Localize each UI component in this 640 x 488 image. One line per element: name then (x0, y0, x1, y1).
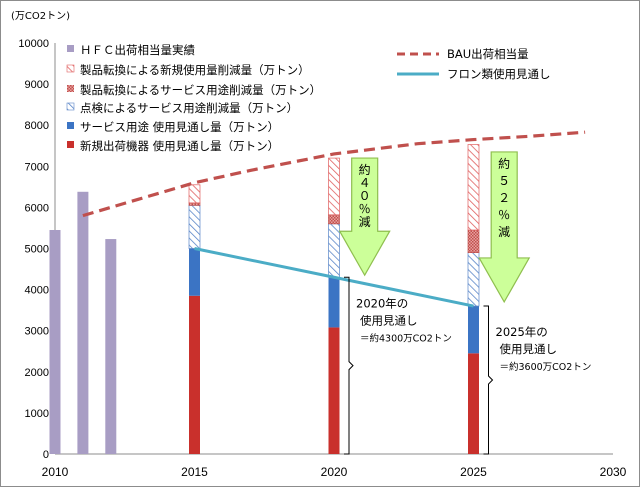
arrow-text-char: 約 (498, 156, 510, 171)
legend-label-hfc: ＨＦＣ出荷相当量実績 (80, 43, 195, 57)
legend-label-new-equipment: 新規出荷機器 使用見通し量（万トン） (80, 139, 279, 153)
bar-new_equipment-2015 (189, 295, 200, 454)
y-tick-label: 2000 (25, 367, 49, 379)
bar-inspection-2020 (328, 223, 340, 278)
brace-2020 (344, 276, 354, 455)
arrow-text-char: 約 (359, 162, 371, 177)
bar-service_use-2015 (189, 248, 200, 296)
bar-service_use-2020 (328, 277, 340, 328)
bar-hfc-2012 (105, 239, 117, 454)
bar-new_equipment-2025 (468, 353, 479, 454)
y-tick-label: 8000 (25, 120, 49, 132)
arrow-text-char: ％ (498, 208, 510, 222)
reduction-arrow-0 (338, 157, 391, 277)
bar-new_conversion-2020 (328, 157, 340, 216)
y-tick-label: 3000 (25, 326, 49, 338)
line-bau (82, 130, 586, 218)
y-tick-label: 9000 (25, 79, 49, 91)
bar-service_conversion-2020 (328, 214, 340, 225)
legend-label-fluorocarbon: フロン類使用見通し (447, 67, 551, 81)
brace-note-line: ＝約4300万CO2トン (360, 332, 452, 344)
bar-hfc-2011 (77, 191, 89, 455)
bar-hfc-2010 (49, 230, 61, 454)
bar-service_use-2025 (468, 306, 479, 354)
x-tick-label: 2030 (600, 465, 627, 479)
arrow-text-char: 減 (498, 224, 510, 239)
bar-new_equipment-2020 (328, 327, 340, 454)
legend-swatch-service-conversion (67, 85, 74, 92)
y-tick-label: 10000 (18, 38, 49, 50)
x-tick-label: 2010 (42, 465, 69, 479)
x-tick-label: 2015 (181, 465, 208, 479)
x-tick-label: 2020 (321, 465, 348, 479)
legend-swatch-hfc (67, 45, 74, 52)
bar-service_conversion-2025 (467, 229, 480, 253)
legend-swatch-service-use (67, 122, 74, 129)
brace-note-line: 使用見通し (500, 342, 558, 356)
legend-left: ＨＦＣ出荷相当量実績 製品転換による新規使用量削減量（万トン） 製品転換によるサ… (66, 43, 321, 153)
legend-label-service-conversion: 製品転換によるサービス用途削減量（万トン） (80, 83, 321, 97)
legend-swatch-new-equipment (67, 141, 74, 148)
bar-service_conversion-2015 (188, 202, 201, 206)
legend-swatch-new-conversion (66, 64, 75, 73)
y-tick-label: 6000 (25, 202, 49, 214)
legend-label-inspection: 点検によるサービス用途削減量（万トン） (80, 101, 298, 115)
y-tick-label: 4000 (25, 285, 49, 297)
x-tick-labels: 2010 2015 2020 2025 2030 (42, 465, 627, 479)
bar-inspection-2015 (188, 204, 201, 249)
x-tick-label: 2025 (460, 465, 487, 479)
unit-label: (万CO2トン) (11, 11, 70, 22)
arrow-text-char: ０ (359, 189, 371, 203)
brace-2025 (483, 305, 494, 455)
brace-note-line: 2020年の (356, 296, 408, 310)
arrow-text-char: ２ (498, 191, 510, 205)
bars-layer (49, 144, 480, 455)
bar-inspection-2025 (467, 252, 480, 307)
y-tick-label: 0 (43, 449, 49, 461)
legend-swatch-inspection (66, 102, 75, 111)
y-tick-label: 1000 (25, 408, 49, 420)
bar-new_conversion-2025 (467, 144, 480, 231)
y-tick-label: 7000 (25, 161, 49, 173)
legend-label-service-use: サービス用途 使用見通し量（万トン） (80, 120, 279, 134)
y-tick-label: 5000 (25, 244, 49, 256)
bar-new_conversion-2015 (188, 184, 201, 204)
legend-label-new-conversion: 製品転換による新規使用量削減量（万トン） (80, 63, 310, 77)
line-fluorocarbon (194, 247, 474, 308)
reduction-arrow-1 (478, 151, 531, 304)
brace-note-line: 使用見通し (360, 313, 418, 327)
legend-right: BAU出荷相当量 フロン類使用見通し (397, 47, 551, 81)
brace-note-line: 2025年の (496, 325, 548, 339)
brace-note-line: ＝約3600万CO2トン (500, 361, 592, 373)
y-tick-labels: 0 1000 2000 3000 4000 5000 6000 7000 8000 9000 100… (18, 38, 49, 461)
lines-layer (82, 130, 586, 308)
arrow-text-char: 減 (359, 214, 371, 229)
arrow-text-char: ５ (498, 174, 510, 188)
legend-label-bau: BAU出荷相当量 (447, 47, 529, 61)
arrow-text-char: ％ (359, 202, 371, 216)
arrow-text-char: ４ (359, 176, 371, 190)
